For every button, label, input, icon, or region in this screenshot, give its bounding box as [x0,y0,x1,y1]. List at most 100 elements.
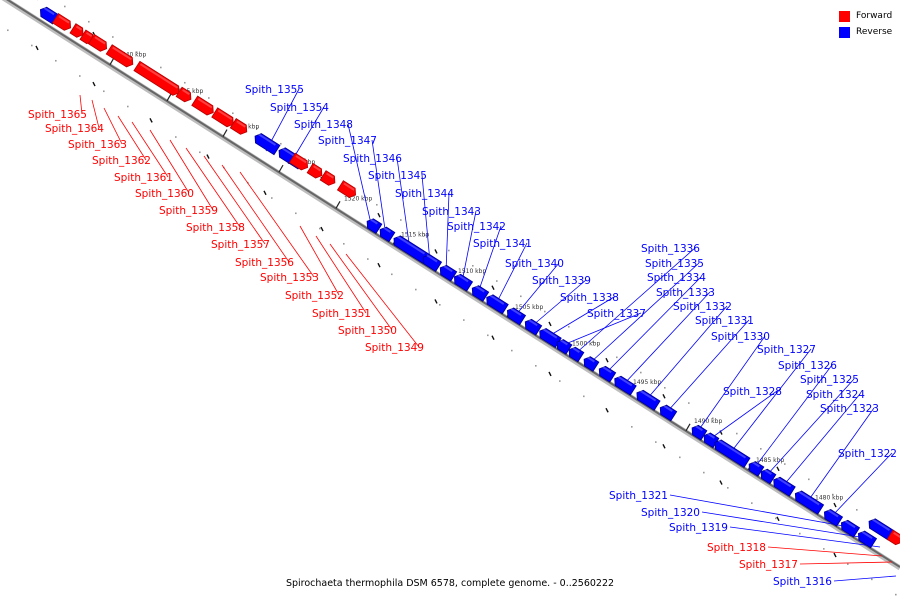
guide-dot [463,319,465,321]
guide-dot [439,304,441,306]
reverse-gene-arrow [636,389,661,411]
guide-dot [472,264,474,267]
guide-dot [64,5,66,8]
leader-line [239,171,315,278]
guide-dot [184,81,186,84]
minor-tick [35,45,39,51]
gene-label: Spith_1355 [245,84,304,96]
gene-label: Spith_1327 [757,344,816,356]
reverse-gene-arrow [823,509,844,527]
leader-line [589,262,700,364]
gene-label: Spith_1350 [338,325,397,337]
minor-tick [491,285,495,291]
forward-gene-arrow [133,60,180,96]
guide-dot [127,105,129,108]
guide-dot [319,227,321,230]
guide-dot [55,59,57,62]
leader-line [514,262,560,317]
guide-dot [343,242,345,245]
leader-line [562,312,642,346]
leader-line [709,390,778,440]
reverse-gene-arrow [539,328,562,349]
minor-tick [719,480,723,485]
reverse-gene-arrow [439,264,458,282]
gene-label: Spith_1352 [285,290,344,302]
gene-label: Spith_1358 [186,222,245,234]
legend-item-reverse: Reverse [839,24,892,40]
gene-label: Spith_1321 [609,490,668,502]
guide-dot [280,142,282,145]
backbone-shadow [1,0,900,571]
tick-mark [222,129,228,137]
leader-line [221,164,290,263]
tick-mark [166,93,172,102]
kbp-tick-label: 1540 kbp [118,52,146,59]
leader-line [754,364,833,468]
gene-label: Spith_1347 [318,135,377,147]
gene-label: Spith_1342 [447,221,506,233]
tick-mark [278,164,284,173]
forward-gene-arrow [211,107,234,128]
gene-label: Spith_1349 [365,342,424,354]
gene-label: Spith_1335 [645,258,704,270]
tick-mark [685,423,691,432]
guide-dot [424,234,426,237]
genome-backbone [1,0,900,571]
guide-dot [616,356,618,359]
minor-tick [662,444,666,449]
guide-dot [415,288,417,291]
leader-line [371,139,387,237]
guide-dot [295,212,297,215]
leader-line [531,279,587,327]
leader-line [495,242,528,305]
leader-line [185,147,241,228]
forward-gene-arrow [87,33,108,52]
guide-dot [112,36,114,38]
forward-gene-arrow [175,86,192,103]
guide-dot [631,426,633,428]
gene-label: Spith_1362 [92,155,151,167]
leader-line [329,243,393,331]
leader-line [807,407,875,502]
minor-tick [377,212,381,218]
gene-label: Spith_1334 [647,272,706,284]
gene-label: Spith_1340 [505,258,564,270]
gene-label: Spith_1344 [395,188,454,200]
reverse-gene-arrow [659,404,678,422]
reverse-swatch [839,26,850,38]
guide-dot [88,20,90,23]
gene-label: Spith_1360 [135,188,194,200]
minor-tick [149,118,153,123]
guide-dot [664,387,666,389]
kbp-tick-label: 1495 kbp [633,379,661,386]
leader-line [729,526,881,548]
reverse-gene-arrow [614,375,637,396]
guide-dot [727,487,729,489]
leader-line [666,319,750,413]
gene-label: Spith_1361 [114,172,173,184]
gene-label: Spith_1356 [235,257,294,269]
leader-line [831,452,893,517]
leader-line [445,192,450,273]
reverse-gene-arrow [379,226,396,243]
kbp-tick-label: 1480 kbp [815,495,843,502]
leader-line [117,115,147,161]
kbp-tick-label: 1505 kbp [515,304,543,311]
minor-tick [548,321,552,327]
guide-dot [688,402,690,404]
gene-label: Spith_1324 [806,389,865,401]
minor-tick [491,335,495,341]
gene-label: Spith_1353 [260,272,319,284]
gene-label: Spith_1339 [532,275,591,287]
minor-tick [833,502,837,508]
gene-label: Spith_1322 [838,448,897,460]
reverse-gene-arrow [393,235,430,264]
gene-label: Spith_1363 [68,139,127,151]
gene-label: Spith_1354 [270,102,329,114]
guide-dot [232,112,234,115]
reverse-gene-arrow [471,285,490,302]
leader-line [646,305,728,400]
leader-line [833,575,897,582]
gene-label: Spith_1348 [294,119,353,131]
